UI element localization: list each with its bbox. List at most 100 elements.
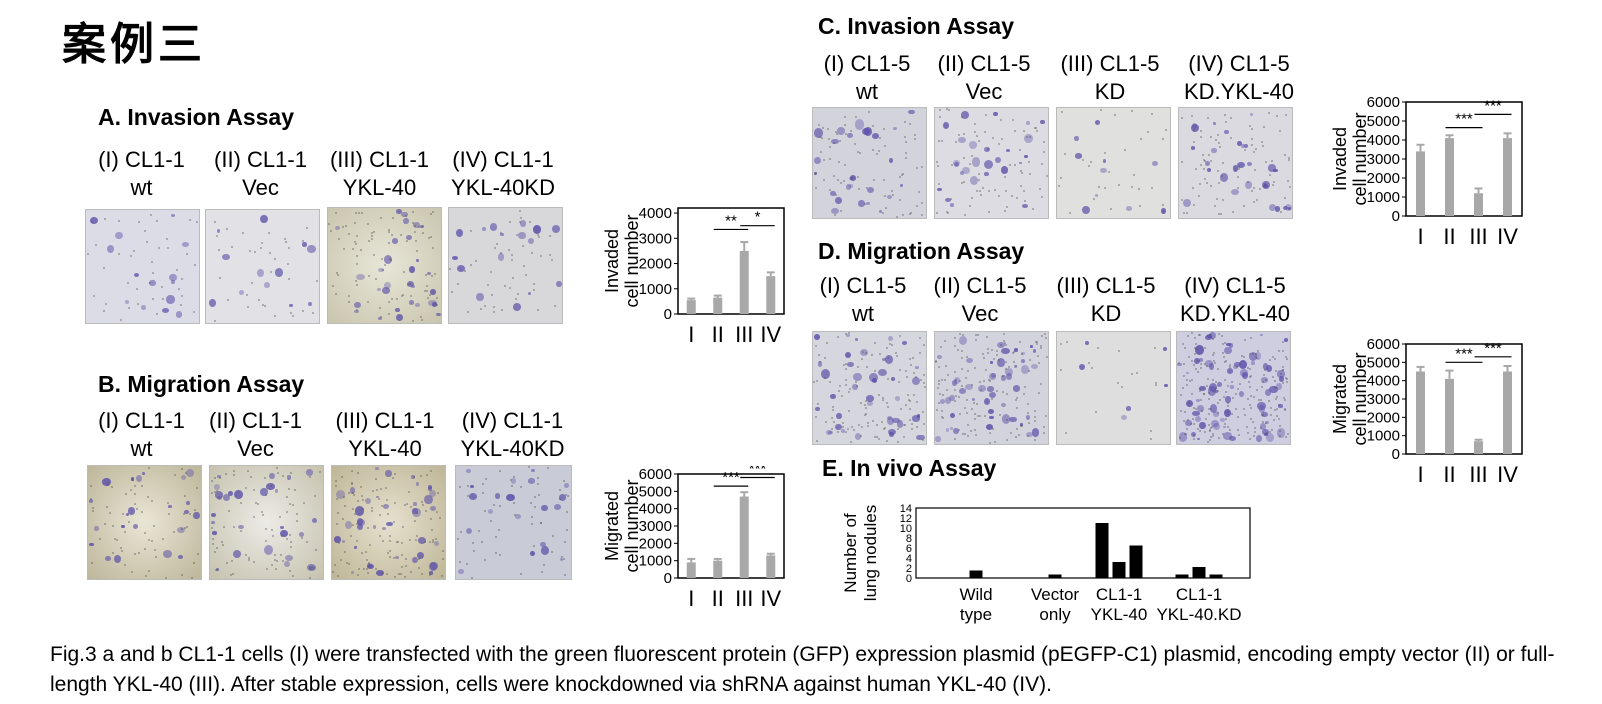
membrane-pore [1249, 407, 1252, 410]
membrane-pore [1090, 160, 1093, 163]
membrane-pore [894, 351, 897, 354]
membrane-pore [1255, 389, 1258, 392]
membrane-pore [387, 512, 390, 515]
stained-cell [958, 336, 967, 346]
stained-cell [559, 557, 564, 561]
membrane-pore [1217, 437, 1220, 440]
membrane-pore [124, 493, 127, 496]
membrane-pore [1236, 176, 1239, 179]
membrane-pore [1150, 112, 1153, 115]
membrane-pore [1230, 380, 1233, 383]
membrane-pore [898, 368, 901, 371]
membrane-pore [254, 251, 257, 254]
stained-cell [994, 156, 1002, 164]
membrane-pore [1014, 164, 1017, 167]
membrane-pore [414, 240, 417, 243]
membrane-pore [374, 568, 377, 571]
membrane-pore [879, 353, 882, 356]
membrane-pore [873, 178, 876, 181]
membrane-pore [1133, 173, 1135, 176]
membrane-pore [400, 234, 403, 237]
stained-cell [260, 488, 268, 497]
stained-cell [186, 500, 191, 505]
membrane-pore [248, 558, 251, 561]
membrane-pore [537, 234, 540, 237]
membrane-pore [551, 550, 554, 553]
membrane-pore [1194, 353, 1197, 356]
stained-cell [476, 292, 484, 302]
y-tick-label: 3000 [639, 518, 672, 535]
stained-cell [1191, 124, 1199, 133]
stained-cell [844, 351, 852, 359]
membrane-pore [458, 560, 461, 563]
x-tick-label: IV [1497, 224, 1518, 249]
membrane-pore [1027, 369, 1030, 372]
membrane-pore [1208, 428, 1211, 431]
stained-cell [1212, 122, 1217, 126]
membrane-pore [166, 247, 169, 250]
panel-d-image-2 [934, 331, 1049, 445]
membrane-pore [289, 541, 292, 544]
membrane-pore [833, 142, 836, 145]
stained-cell [1213, 422, 1221, 430]
membrane-pore [854, 381, 857, 384]
stained-cell [1249, 112, 1253, 116]
membrane-pore [1217, 367, 1220, 370]
membrane-pore [998, 194, 1001, 197]
membrane-pore [499, 252, 502, 254]
y-axis-label: Migratedcell number [602, 479, 642, 572]
membrane-pore [1189, 422, 1192, 425]
stained-cell [386, 521, 393, 527]
y-tick-label: 1000 [639, 281, 672, 298]
membrane-pore [1200, 366, 1203, 369]
membrane-pore [970, 383, 973, 386]
stained-cell [984, 171, 990, 177]
stained-cell [1009, 416, 1017, 423]
membrane-pore [1192, 407, 1195, 410]
membrane-pore [1208, 334, 1211, 337]
stained-cell [1278, 404, 1283, 408]
membrane-pore [1216, 170, 1219, 173]
membrane-pore [457, 538, 460, 541]
panel-c-col-1-label: (I) CL1-5 wt [823, 51, 911, 104]
stained-cell [356, 517, 364, 526]
membrane-pore [268, 251, 271, 254]
membrane-pore [356, 283, 359, 286]
membrane-pore [381, 258, 384, 261]
membrane-pore [1039, 383, 1042, 386]
stained-cell [908, 109, 915, 115]
membrane-pore [197, 553, 200, 556]
membrane-pore [1207, 117, 1210, 120]
membrane-pore [354, 280, 357, 283]
membrane-pore [211, 492, 214, 495]
membrane-pore [388, 241, 391, 244]
stained-cell [1224, 346, 1232, 355]
membrane-pore [1179, 409, 1182, 412]
membrane-pore [946, 108, 949, 111]
membrane-pore [1229, 137, 1232, 140]
membrane-pore [214, 550, 216, 553]
membrane-pore [401, 553, 404, 556]
membrane-pore [975, 134, 978, 137]
membrane-pore [469, 263, 472, 266]
stained-cell [851, 383, 858, 391]
membrane-pore [266, 568, 269, 571]
membrane-pore [442, 550, 445, 553]
membrane-pore [519, 220, 522, 223]
membrane-pore [1264, 378, 1267, 381]
membrane-pore [935, 211, 938, 214]
membrane-pore [337, 273, 340, 276]
membrane-pore [248, 556, 251, 559]
stained-cell [911, 376, 920, 386]
stained-cell [847, 133, 853, 139]
membrane-pore [133, 493, 136, 496]
stained-cell [365, 497, 372, 504]
membrane-pore [132, 249, 135, 252]
stained-cell [983, 398, 990, 406]
membrane-pore [1025, 135, 1028, 138]
stained-cell [1208, 363, 1215, 370]
membrane-pore [886, 346, 889, 349]
membrane-pore [401, 542, 404, 545]
membrane-pore [1225, 359, 1228, 362]
stained-cell [1260, 423, 1267, 431]
